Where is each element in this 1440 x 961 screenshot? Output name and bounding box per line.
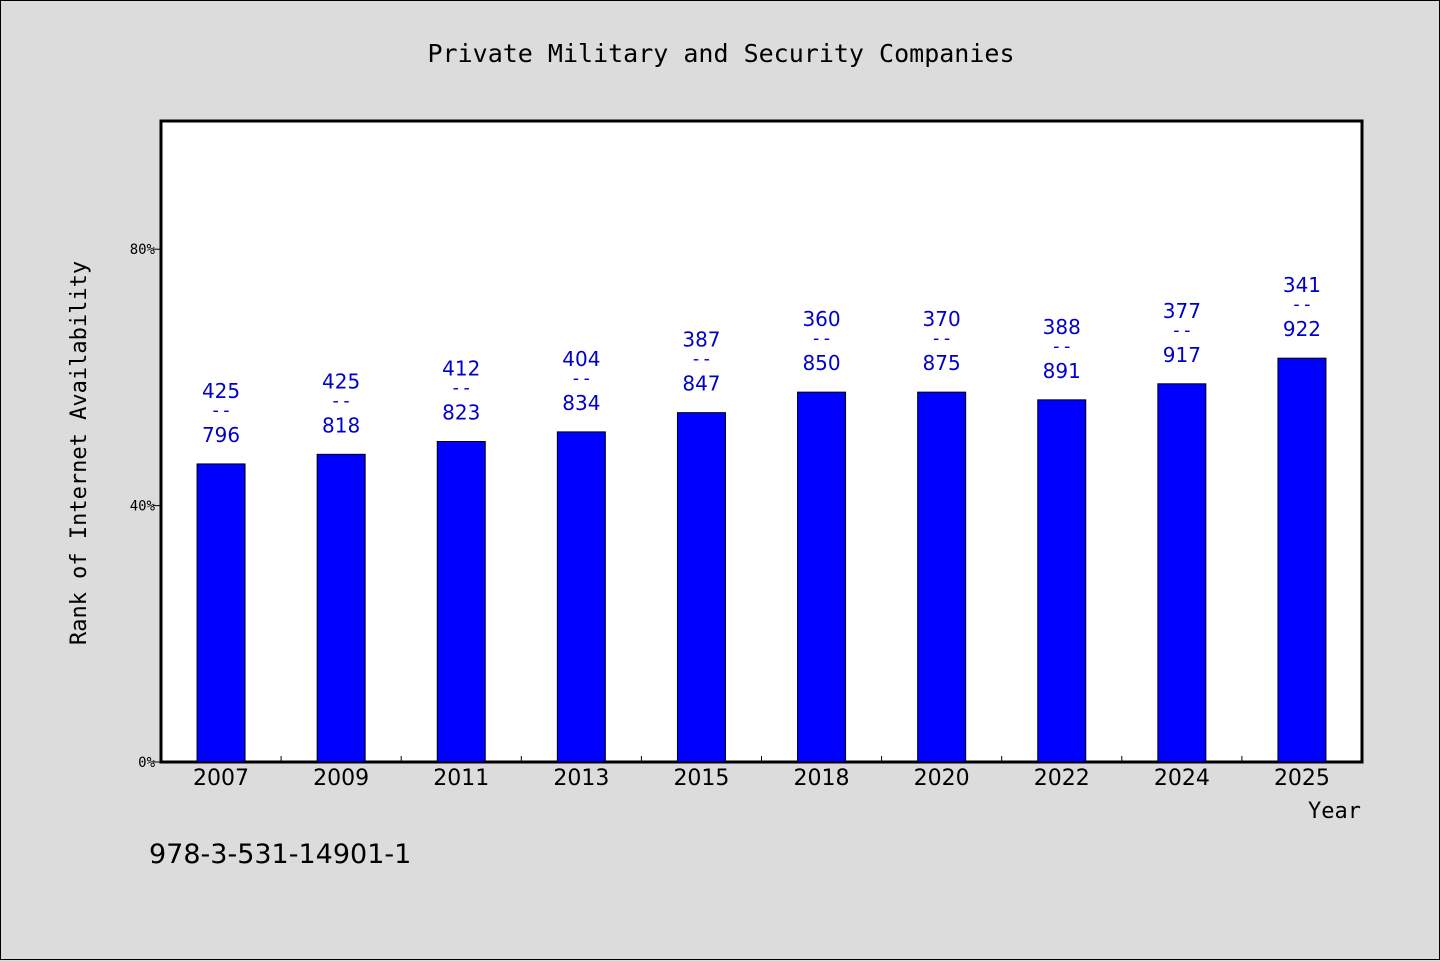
data-label-top: 387 [682,328,720,352]
x-tick-label: 2011 [433,766,489,791]
bar [917,391,967,763]
y-tick-label: 80% [130,242,156,258]
bar [436,441,486,763]
x-tick-label: 2020 [914,766,970,791]
bar [1037,399,1087,763]
data-label-separator: -- [571,368,593,389]
bar [1157,383,1207,763]
data-label-separator: -- [1051,336,1073,357]
data-label-separator: -- [931,328,953,349]
x-tick-label: 2015 [673,766,729,791]
data-label-top: 341 [1283,273,1321,297]
data-label-top: 388 [1043,315,1081,339]
data-label-top: 360 [802,307,840,331]
data-label-top: 377 [1163,299,1201,323]
x-tick-label: 2018 [794,766,850,791]
x-tick-label: 2009 [313,766,369,791]
data-label-bottom: 891 [1043,359,1081,383]
data-label-bottom: 875 [923,351,961,375]
data-label-top: 412 [442,357,480,381]
data-label-top: 425 [202,379,240,403]
data-label-bottom: 850 [802,351,840,375]
data-label-top: 370 [923,307,961,331]
y-axis-label: Rank of Internet Availability [67,261,92,645]
bar [797,391,847,763]
bar [676,412,726,763]
data-label-top: 404 [562,347,600,371]
x-tick-label: 2007 [193,766,249,791]
bar [316,453,366,763]
x-tick-label: 2022 [1034,766,1090,791]
x-tick-label: 2024 [1154,766,1210,791]
data-label-bottom: 796 [202,423,240,447]
y-tick-label: 40% [130,499,156,515]
data-label-bottom: 847 [682,372,720,396]
isbn-text: 978-3-531-14901-1 [149,839,411,870]
bar [556,431,606,763]
data-label-bottom: 823 [442,401,480,425]
data-label-separator: -- [210,400,232,421]
data-label-separator: -- [330,390,352,411]
y-tick-label: 0% [138,755,155,771]
x-tick-label: 2013 [553,766,609,791]
bar [196,463,246,763]
data-label-bottom: 922 [1283,317,1321,341]
x-tick-label: 2025 [1274,766,1330,791]
data-label-top: 425 [322,369,360,393]
chart-title: Private Military and Security Companies [428,39,1015,68]
data-label-separator: -- [1171,320,1193,341]
data-label-separator: -- [811,328,833,349]
x-axis: 2007 2009 2011 2013 2015 2018 2020 2022 2024 2025 [193,756,1330,791]
data-label-separator: -- [1291,294,1313,315]
data-label-separator: -- [691,349,713,370]
data-labels: 425--796425--818412--823404--834387--847… [202,273,1321,447]
data-label-separator: -- [450,378,472,399]
data-label-bottom: 818 [322,413,360,437]
bars [196,357,1327,763]
bar [1277,357,1327,763]
y-axis: 0% 40% 80% [130,242,161,771]
x-axis-label: Year [1308,799,1361,824]
data-label-bottom: 834 [562,391,600,415]
data-label-bottom: 917 [1163,343,1201,367]
